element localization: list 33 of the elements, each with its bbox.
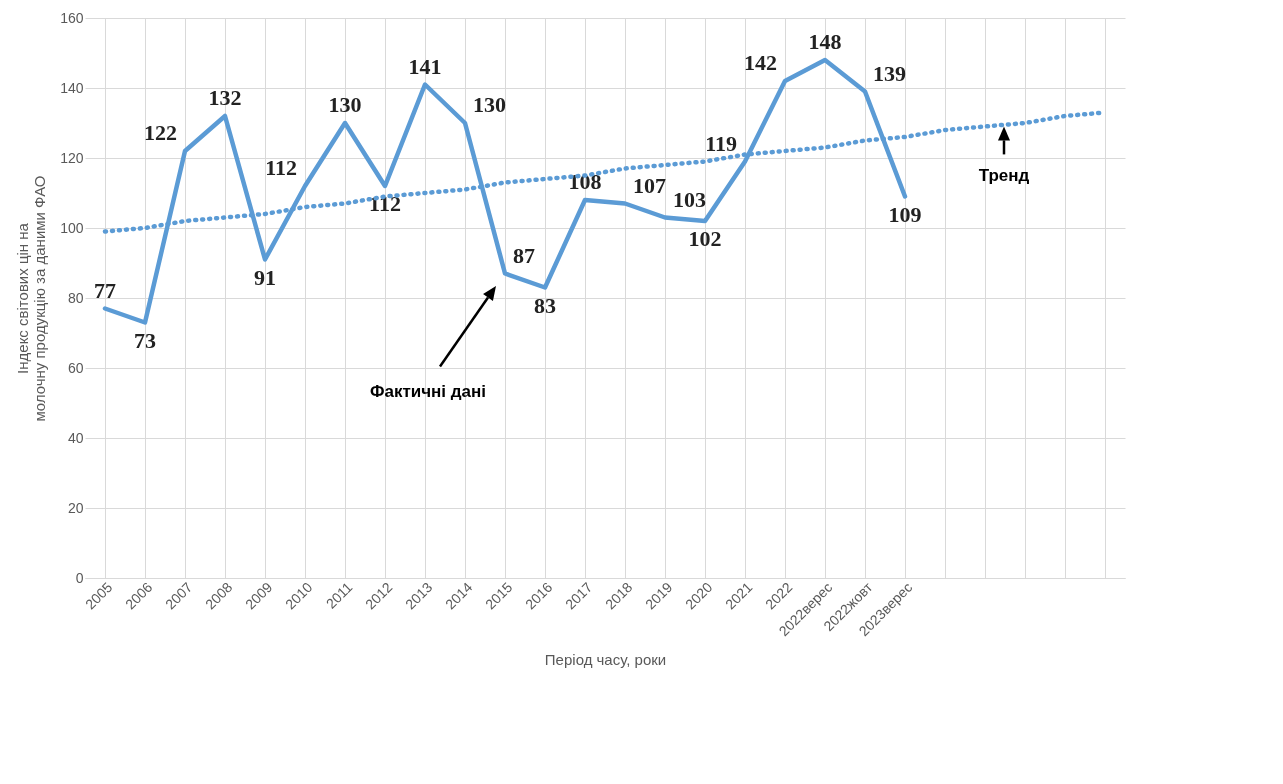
y-tick-label: 40 <box>67 429 84 446</box>
data-label: 73 <box>134 327 156 353</box>
y-tick-label: 160 <box>60 9 84 26</box>
data-label: 108 <box>568 169 602 194</box>
data-label: 87 <box>513 242 535 268</box>
data-label: 122 <box>144 120 177 145</box>
data-label: 91 <box>254 264 276 290</box>
data-label: 142 <box>744 50 777 75</box>
y-tick-label: 140 <box>60 79 84 96</box>
data-label: 119 <box>705 130 737 156</box>
data-label: 132 <box>208 85 242 110</box>
x-axis-title: Період часу, роки <box>544 651 667 669</box>
data-label: 109 <box>888 201 922 227</box>
y-tick-label: 20 <box>67 499 84 516</box>
y-axis-title: Індекс світових цін на молочну продукцію за даними ФАО <box>14 175 49 422</box>
y-tick-label: 80 <box>67 289 84 306</box>
data-label: 112 <box>265 155 297 180</box>
data-label: 107 <box>633 172 666 198</box>
data-label: 130 <box>473 92 506 117</box>
data-label: 141 <box>408 53 442 79</box>
data-label: 77 <box>94 277 116 303</box>
data-label: 102 <box>688 226 722 251</box>
annotation: Фактичні дані <box>369 381 487 401</box>
y-tick-label: 100 <box>60 219 84 236</box>
y-tick-label: 120 <box>60 149 84 166</box>
y-tick-label: 60 <box>67 359 84 376</box>
data-label: 130 <box>328 92 362 117</box>
data-label: 83 <box>534 292 556 318</box>
annotation: Тренд <box>978 165 1030 185</box>
data-label: 139 <box>873 60 906 86</box>
data-label: 148 <box>808 29 842 54</box>
y-tick-label: 0 <box>75 569 84 586</box>
data-label: 103 <box>673 186 706 212</box>
